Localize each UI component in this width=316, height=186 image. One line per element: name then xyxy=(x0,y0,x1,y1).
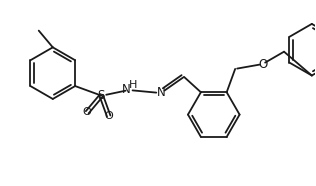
Text: O: O xyxy=(83,107,92,117)
Text: N: N xyxy=(157,86,166,99)
Text: H: H xyxy=(129,80,138,90)
Text: O: O xyxy=(104,111,113,121)
Text: S: S xyxy=(98,89,105,102)
Text: O: O xyxy=(258,58,267,71)
Text: N: N xyxy=(122,83,131,96)
